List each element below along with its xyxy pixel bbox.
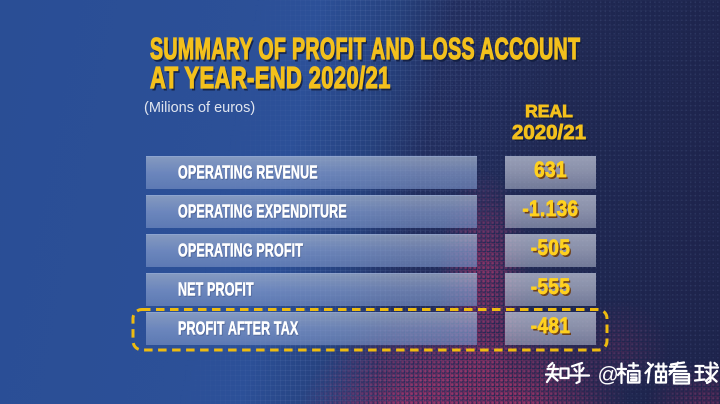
svg-text:@: @	[598, 364, 619, 387]
